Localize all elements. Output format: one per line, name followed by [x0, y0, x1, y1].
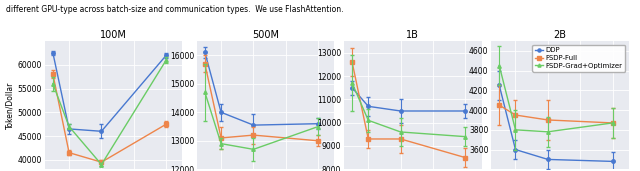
- Text: different GPU-type across batch-size and communication types.  We use FlashAtten: different GPU-type across batch-size and…: [6, 5, 344, 14]
- Title: 500M: 500M: [252, 30, 279, 40]
- Title: 100M: 100M: [100, 30, 127, 40]
- Title: 2B: 2B: [554, 30, 566, 40]
- Legend: DDP, FSDP-Full, FSDP-Grad+Optimizer: DDP, FSDP-Full, FSDP-Grad+Optimizer: [532, 44, 625, 71]
- Y-axis label: Token/Dollar: Token/Dollar: [6, 81, 15, 129]
- Title: 1B: 1B: [406, 30, 419, 40]
